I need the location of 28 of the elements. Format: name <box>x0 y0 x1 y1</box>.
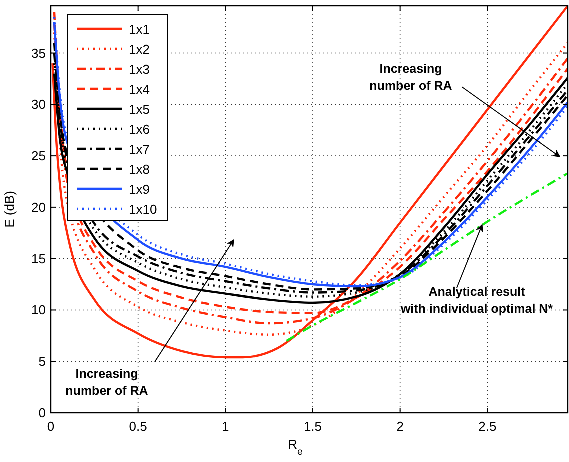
annotation: Increasing number of RA <box>370 62 452 93</box>
legend-label: 1x9 <box>129 182 150 197</box>
legend-label: 1x5 <box>129 102 150 117</box>
x-tick-label: 2.5 <box>478 419 497 434</box>
legend-label: 1x2 <box>129 42 150 57</box>
legend-label: 1x8 <box>129 162 150 177</box>
legend-label: 1x1 <box>129 22 150 37</box>
y-tick-label: 25 <box>32 148 46 164</box>
y-tick-label: 5 <box>38 354 46 370</box>
y-tick-label: 35 <box>32 46 46 61</box>
x-tick-label: 0.5 <box>129 419 148 434</box>
annotation: Increasing number of RA <box>66 367 148 398</box>
annotation: Analytical result with individual optimal N* <box>400 285 554 316</box>
legend-label: 1x10 <box>129 202 158 217</box>
y-tick-label: 0 <box>38 406 46 420</box>
y-axis-title: E (dB) <box>2 191 17 228</box>
y-tick-label: 20 <box>32 200 46 215</box>
x-tick-label: 1.5 <box>304 419 322 434</box>
x-tick-label: 1 <box>222 419 230 434</box>
legend-label: 1x3 <box>129 62 150 77</box>
legend-label: 1x6 <box>129 122 150 137</box>
y-tick-label: 30 <box>32 97 46 112</box>
y-tick-label: 10 <box>32 302 46 318</box>
x-axis-title: R$_{e}$ <box>288 437 303 458</box>
legend-label: 1x4 <box>129 82 150 97</box>
y-tick-label: 15 <box>32 251 46 266</box>
legend-label: 1x7 <box>129 142 150 157</box>
x-tick-label: 2 <box>396 419 404 434</box>
